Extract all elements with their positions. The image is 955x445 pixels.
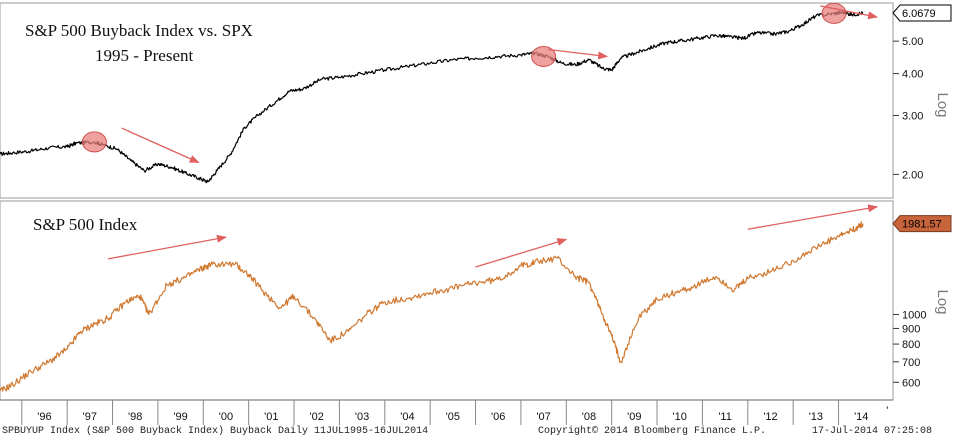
x-tick-label: '07: [536, 411, 550, 423]
x-tick-label: '02: [310, 411, 324, 423]
x-tick-label: '96: [37, 411, 51, 423]
chart-subtitle: 1995 - Present: [95, 46, 193, 65]
y-tick-label: 700: [902, 357, 920, 369]
y-tick-label: 800: [902, 339, 920, 351]
x-tick-label: '97: [83, 411, 97, 423]
x-axis: '96 '97 '98 '99 '00 '01 '02 '03 '04 '05 '06 '07 '08 '…: [0, 399, 893, 425]
chart-title: S&P 500 Index: [33, 215, 138, 234]
series-line: [0, 10, 864, 184]
x-tick-label: '10: [673, 411, 687, 423]
last-value-box: [892, 4, 952, 22]
x-tick-label: '03: [355, 411, 369, 423]
last-value-label: 1981.57: [902, 219, 942, 231]
last-value-label: 6.0679: [902, 8, 936, 20]
x-tick-label: '06: [491, 411, 505, 423]
panel-spx: 600 700 800 900 1000 Log 1981.57 S&P 500 Index: [0, 200, 952, 401]
footer-source: SPBUYUP Index (S&P 500 Buyback Index) Bu…: [2, 426, 429, 437]
trend-arrow: [475, 238, 568, 268]
x-tick-label: '12: [763, 411, 777, 423]
x-tick-label: ': [886, 405, 888, 417]
x-tick-label: '09: [627, 411, 641, 423]
y-tick-label: 2.00: [902, 169, 923, 181]
chart-footer: SPBUYUP Index (S&P 500 Buyback Index) Bu…: [0, 426, 955, 440]
x-tick-label: '11: [718, 411, 732, 423]
x-tick-label: '01: [264, 411, 278, 423]
trend-arrow: [548, 48, 609, 60]
highlight-circle: [531, 45, 557, 67]
footer-timestamp: 17-Jul-2014 07:25:08: [812, 426, 933, 437]
y-tick-label: 4.00: [902, 69, 923, 81]
y-tick-label: 5.00: [902, 36, 923, 48]
footer-copyright: Copyright© 2014 Bloomberg Finance L.P.: [538, 426, 767, 437]
y-tick-label: 900: [902, 323, 920, 335]
x-tick-label: '98: [128, 411, 142, 423]
y-tick-label: 3.00: [902, 110, 923, 122]
last-value-tag: 1981.57: [892, 215, 952, 233]
y-tick-label: 1000: [902, 309, 926, 321]
x-tick-label: '13: [809, 411, 823, 423]
x-tick-label: '05: [446, 411, 460, 423]
x-tick-label: '00: [219, 411, 233, 423]
x-tick-label: '08: [582, 411, 596, 423]
y-tick-label: 600: [902, 377, 920, 389]
last-value-box: [892, 215, 952, 233]
highlight-circle: [81, 131, 107, 153]
trend-arrow: [747, 204, 879, 230]
axis-scale-label: Log: [934, 289, 951, 314]
panel-buyback: 2.00 3.00 4.00 5.00 Log 6.0679 S&P 500 Buyback…: [0, 2, 952, 199]
last-value-tag: 6.0679: [892, 4, 952, 22]
trend-arrow: [820, 5, 879, 20]
trend-arrow: [107, 234, 227, 260]
x-tick-label: '14: [854, 411, 868, 423]
series-line: [0, 221, 864, 392]
highlight-circle: [821, 2, 847, 24]
x-tick-label: '99: [173, 411, 187, 423]
chart-title: S&P 500 Buyback Index vs. SPX: [25, 21, 253, 40]
axis-scale-label: Log: [934, 92, 951, 117]
trend-arrow: [121, 127, 200, 164]
plot-frame: [0, 2, 894, 199]
x-tick-label: '04: [400, 411, 414, 423]
